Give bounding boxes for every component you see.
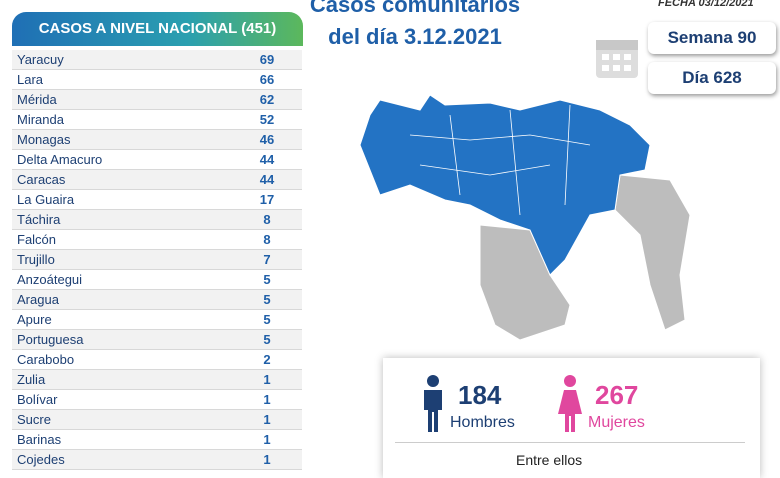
gender-panel: 184 Hombres 267 Mujeres Entre ellos — [383, 358, 760, 478]
state-name: Delta Amacuro — [17, 152, 103, 167]
table-row: Portuguesa 5 — [12, 330, 302, 350]
case-count: 52 — [259, 112, 275, 127]
state-name: La Guaira — [17, 192, 75, 207]
case-count: 2 — [263, 352, 271, 367]
subtitle: del día 3.12.2021 — [328, 24, 502, 49]
table-row: Apure 5 — [12, 310, 302, 330]
case-count: 1 — [263, 412, 271, 427]
case-count: 5 — [263, 272, 271, 287]
table-row: Yaracuy 69 — [12, 50, 302, 70]
case-count: 62 — [259, 92, 275, 107]
table-row: Barinas 1 — [12, 430, 302, 450]
state-name: Portuguesa — [17, 332, 84, 347]
state-name: Anzoátegui — [17, 272, 83, 287]
case-count: 17 — [259, 192, 275, 207]
state-name: Trujillo — [17, 252, 55, 267]
table-row: Aragua 5 — [12, 290, 302, 310]
case-count: 1 — [263, 432, 271, 447]
note: Entre ellos — [516, 452, 583, 468]
state-name: Miranda — [17, 112, 64, 127]
case-count: 66 — [259, 72, 275, 87]
state-name: Sucre — [17, 412, 51, 427]
state-name: Aragua — [17, 292, 59, 307]
table-row: Falcón 8 — [12, 230, 302, 250]
title: Casos comunitarios — [309, 0, 521, 17]
calendar-icon — [596, 40, 638, 78]
table-row: Bolívar 1 — [12, 390, 302, 410]
state-name: Táchira — [17, 212, 61, 227]
state-name: Falcón — [17, 232, 57, 247]
case-count: 8 — [263, 232, 271, 247]
state-name: Zulia — [17, 372, 46, 387]
table-title: CASOS A NIVEL NACIONAL (451) — [12, 12, 303, 46]
case-count: 44 — [259, 152, 275, 167]
case-count: 1 — [263, 392, 271, 407]
case-count: 5 — [263, 312, 271, 327]
state-name: Carabobo — [17, 352, 75, 367]
divider — [395, 442, 745, 443]
table-row: Trujillo 7 — [12, 250, 302, 270]
map — [359, 94, 691, 341]
state-name: Mérida — [17, 92, 57, 107]
table-row: Miranda 52 — [12, 110, 302, 130]
case-count: 44 — [259, 172, 275, 187]
table-row: La Guaira 17 — [12, 190, 302, 210]
state-name: Lara — [17, 72, 44, 87]
state-name: Apure — [17, 312, 52, 327]
table-row: Zulia 1 — [12, 370, 302, 390]
case-count: 8 — [263, 212, 271, 227]
case-count: 69 — [259, 52, 275, 67]
case-count: 1 — [263, 452, 271, 467]
state-name: Bolívar — [17, 392, 58, 407]
table-row: Caracas 44 — [12, 170, 302, 190]
men-count: 184 — [458, 380, 502, 410]
table-row: Lara 66 — [12, 70, 302, 90]
state-name: Caracas — [17, 172, 66, 187]
women-count: 267 — [595, 380, 639, 410]
table-row: Sucre 1 — [12, 410, 302, 430]
table-row: Monagas 46 — [12, 130, 302, 150]
date: FECHA 03/12/2021 — [658, 0, 754, 9]
table-row: Anzoátegui 5 — [12, 270, 302, 290]
men-label: Hombres — [450, 414, 515, 431]
state-name: Monagas — [17, 132, 71, 147]
day-counter: Día 628 — [648, 62, 776, 94]
table-row: Carabobo 2 — [12, 350, 302, 370]
woman-icon — [558, 375, 582, 432]
week-counter: Semana 90 — [648, 22, 776, 54]
man-icon — [424, 375, 442, 432]
case-count: 1 — [263, 372, 271, 387]
case-count: 46 — [259, 132, 275, 147]
table-row: Delta Amacuro 44 — [12, 150, 302, 170]
women-label: Mujeres — [588, 414, 645, 431]
case-count: 5 — [263, 332, 271, 347]
state-name: Barinas — [17, 432, 62, 447]
case-count: 5 — [263, 292, 271, 307]
case-count: 7 — [263, 252, 271, 267]
table-row: Mérida 62 — [12, 90, 302, 110]
state-name: Cojedes — [17, 452, 65, 467]
state-name: Yaracuy — [17, 52, 64, 67]
table: Yaracuy 69 Lara 66 Mérida 62 Miranda 52 Monagas 4… — [12, 50, 302, 470]
table-row: Táchira 8 — [12, 210, 302, 230]
table-row: Cojedes 1 — [12, 450, 302, 470]
